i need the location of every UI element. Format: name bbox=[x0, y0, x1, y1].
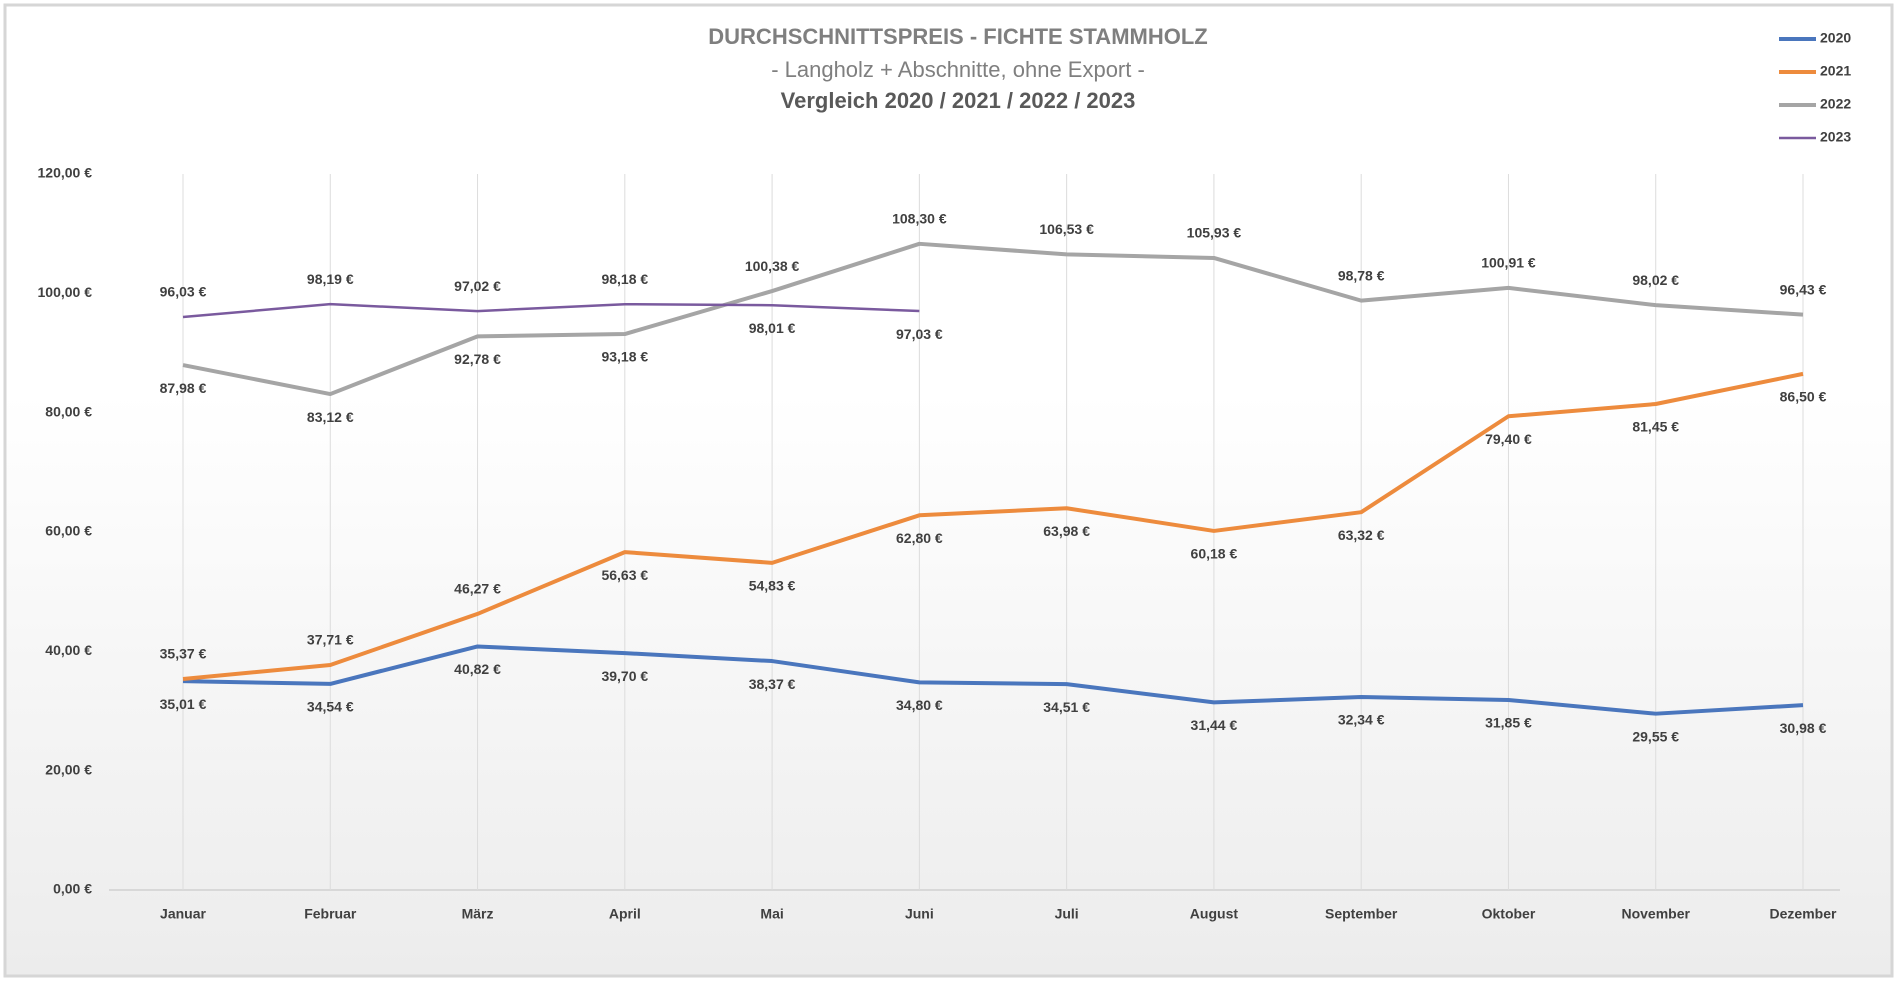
data-label: 106,53 € bbox=[1039, 221, 1094, 237]
y-tick-label: 40,00 € bbox=[45, 642, 92, 658]
chart-background bbox=[3, 3, 1894, 978]
legend-label: 2021 bbox=[1820, 63, 1851, 79]
data-label: 100,91 € bbox=[1481, 255, 1536, 271]
data-label: 63,32 € bbox=[1338, 527, 1385, 543]
legend-label: 2023 bbox=[1820, 129, 1851, 145]
data-label: 31,85 € bbox=[1485, 715, 1532, 731]
data-label: 93,18 € bbox=[601, 349, 648, 365]
data-label: 46,27 € bbox=[454, 581, 501, 597]
chart-title: DURCHSCHNITTSPREIS - FICHTE STAMMHOLZ bbox=[708, 24, 1207, 49]
series-line bbox=[182, 371, 1804, 681]
data-label: 108,30 € bbox=[892, 211, 947, 227]
data-label: 40,82 € bbox=[454, 661, 501, 677]
legend-label: 2022 bbox=[1820, 96, 1851, 112]
x-tick-label: April bbox=[609, 906, 641, 922]
series-line bbox=[182, 644, 1804, 716]
data-label: 105,93 € bbox=[1187, 225, 1242, 241]
data-label: 83,12 € bbox=[307, 409, 354, 425]
series-line bbox=[182, 241, 1804, 397]
data-label: 98,19 € bbox=[307, 271, 354, 287]
data-label: 34,54 € bbox=[307, 699, 354, 715]
data-label: 87,98 € bbox=[160, 380, 207, 396]
chart-subtitle: - Langholz + Abschnitte, ohne Export - bbox=[771, 57, 1145, 82]
legend-label: 2020 bbox=[1820, 30, 1851, 46]
x-tick-label: Juni bbox=[905, 906, 934, 922]
y-tick-label: 0,00 € bbox=[53, 881, 92, 897]
data-label: 79,40 € bbox=[1485, 431, 1532, 447]
data-label: 81,45 € bbox=[1632, 419, 1679, 435]
x-tick-label: Februar bbox=[304, 906, 357, 922]
data-label: 97,02 € bbox=[454, 278, 501, 294]
data-label: 39,70 € bbox=[601, 668, 648, 684]
chart-subtitle-2: Vergleich 2020 / 2021 / 2022 / 2023 bbox=[781, 88, 1136, 113]
data-label: 38,37 € bbox=[749, 676, 796, 692]
data-label: 97,03 € bbox=[896, 326, 943, 342]
x-tick-label: Dezember bbox=[1770, 906, 1837, 922]
x-tick-label: August bbox=[1190, 906, 1239, 922]
x-tick-label: Mai bbox=[760, 906, 783, 922]
data-label: 92,78 € bbox=[454, 351, 501, 367]
data-label: 34,51 € bbox=[1043, 699, 1090, 715]
x-tick-label: Oktober bbox=[1482, 906, 1536, 922]
x-tick-label: Juli bbox=[1055, 906, 1079, 922]
data-label: 98,78 € bbox=[1338, 267, 1385, 283]
data-label: 63,98 € bbox=[1043, 523, 1090, 539]
x-tick-label: Januar bbox=[160, 906, 206, 922]
data-label: 56,63 € bbox=[601, 567, 648, 583]
data-label: 96,03 € bbox=[160, 284, 207, 300]
x-tick-label: März bbox=[462, 906, 494, 922]
series-line bbox=[182, 302, 920, 319]
data-label: 34,80 € bbox=[896, 697, 943, 713]
y-tick-label: 80,00 € bbox=[45, 403, 92, 419]
data-label: 35,37 € bbox=[160, 646, 207, 662]
data-label: 31,44 € bbox=[1191, 717, 1238, 733]
data-label: 37,71 € bbox=[307, 632, 354, 648]
data-label: 32,34 € bbox=[1338, 712, 1385, 728]
data-label: 86,50 € bbox=[1780, 389, 1827, 405]
data-label: 30,98 € bbox=[1780, 720, 1827, 736]
data-label: 35,01 € bbox=[160, 696, 207, 712]
data-label: 29,55 € bbox=[1632, 728, 1679, 744]
y-tick-label: 60,00 € bbox=[45, 523, 92, 539]
data-label: 98,02 € bbox=[1632, 272, 1679, 288]
data-label: 60,18 € bbox=[1191, 546, 1238, 562]
data-label: 100,38 € bbox=[745, 258, 800, 274]
data-label: 96,43 € bbox=[1780, 281, 1827, 297]
y-tick-label: 120,00 € bbox=[38, 165, 93, 181]
data-label: 54,83 € bbox=[749, 578, 796, 594]
x-tick-label: September bbox=[1325, 906, 1398, 922]
y-tick-label: 20,00 € bbox=[45, 761, 92, 777]
data-label: 62,80 € bbox=[896, 530, 943, 546]
data-label: 98,18 € bbox=[601, 271, 648, 287]
data-label: 98,01 € bbox=[749, 320, 796, 336]
x-tick-label: November bbox=[1621, 906, 1690, 922]
y-tick-label: 100,00 € bbox=[38, 284, 93, 300]
